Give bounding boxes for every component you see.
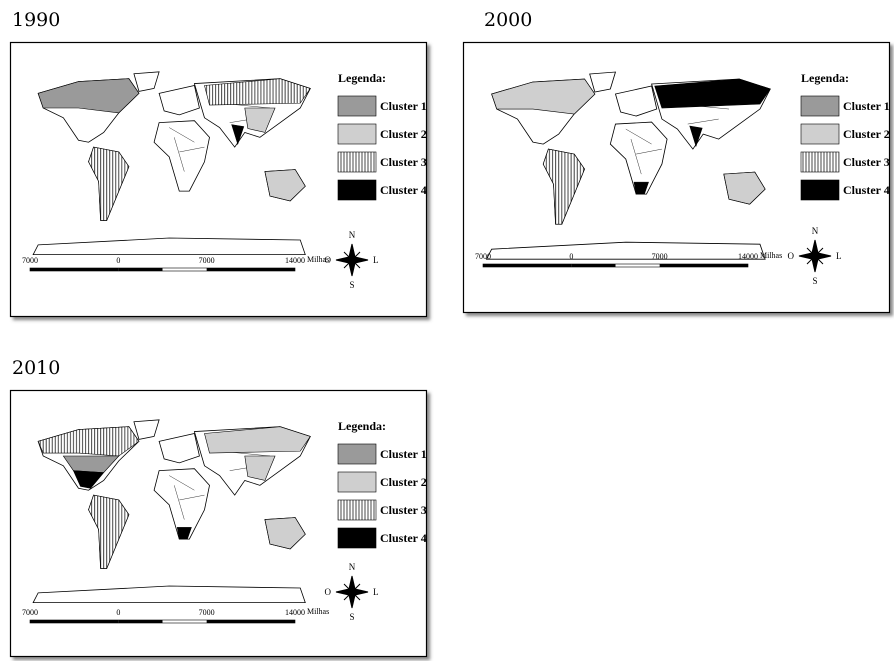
compass-letter: N (349, 230, 356, 240)
legend-label: Cluster 2 (843, 127, 890, 141)
compass-letter: S (812, 276, 817, 286)
panel-year: 1990 (12, 9, 60, 31)
legend-label: Cluster 1 (380, 99, 427, 113)
scale-segment (118, 268, 162, 271)
compass-letter: N (349, 562, 356, 572)
scale-label: 7000 (199, 608, 215, 617)
legend-label: Cluster 3 (380, 503, 427, 517)
scale-label: 0 (116, 608, 120, 617)
figure: 1990 2000 2010 Legenda: Cluster 1 Cluster … (0, 0, 894, 661)
legend-label: Cluster 3 (843, 155, 890, 169)
compass-letter: N (812, 226, 819, 236)
scale-label: 7000 (22, 256, 38, 265)
legend-swatch (338, 124, 376, 144)
scale-label: 0 (116, 256, 120, 265)
scale-segment (118, 620, 162, 623)
compass-letter: O (788, 251, 795, 261)
scale-label: 14000 (285, 608, 305, 617)
legend-swatch (801, 124, 839, 144)
legend-swatch (801, 152, 839, 172)
legend-title: Legenda: (801, 71, 849, 85)
compass-letter: S (349, 280, 354, 290)
scale-label: 14000 (285, 256, 305, 265)
map-panel: Legenda: Cluster 1 Cluster 2 Cluster 3 Clust… (11, 391, 427, 657)
compass-letter: L (373, 255, 379, 265)
legend-label: Cluster 1 (380, 447, 427, 461)
scale-label: 0 (569, 252, 573, 261)
legend-label: Cluster 2 (380, 475, 427, 489)
compass-letter: L (373, 587, 379, 597)
legend-title: Legenda: (338, 71, 386, 85)
compass-letter: S (349, 612, 354, 622)
legend-label: Cluster 4 (380, 531, 427, 545)
legend-swatch (801, 96, 839, 116)
legend-swatch (338, 180, 376, 200)
legend-label: Cluster 4 (380, 183, 427, 197)
compass-letter: O (325, 587, 332, 597)
scale-label: 14000 (738, 252, 758, 261)
legend-label: Cluster 2 (380, 127, 427, 141)
scale-unit: Milhas (760, 251, 782, 260)
scale-segment (483, 264, 571, 267)
legend-swatch (338, 96, 376, 116)
scale-label: 7000 (22, 608, 38, 617)
legend-label: Cluster 4 (843, 183, 890, 197)
scale-segment (207, 620, 295, 623)
legend-label: Cluster 3 (380, 155, 427, 169)
scale-label: 7000 (652, 252, 668, 261)
scale-segment (207, 268, 295, 271)
legend-swatch (338, 528, 376, 548)
legend-swatch (338, 152, 376, 172)
scale-unit: Milhas (307, 607, 329, 616)
map-panel: Legenda: Cluster 1 Cluster 2 Cluster 3 Clust… (464, 43, 890, 313)
legend-label: Cluster 1 (843, 99, 890, 113)
scale-segment (660, 264, 748, 267)
scale-segment (571, 264, 615, 267)
scale-label: 7000 (475, 252, 491, 261)
legend-swatch (338, 472, 376, 492)
map-panel: Legenda: Cluster 1 Cluster 2 Cluster 3 Clust… (11, 43, 427, 317)
legend-swatch (338, 444, 376, 464)
panel-year: 2000 (484, 9, 532, 31)
panel-year: 2010 (12, 357, 60, 379)
compass-letter: L (836, 251, 842, 261)
legend-title: Legenda: (338, 419, 386, 433)
compass-letter: O (325, 255, 332, 265)
scale-label: 7000 (199, 256, 215, 265)
legend-swatch (801, 180, 839, 200)
scale-segment (30, 268, 118, 271)
legend-swatch (338, 500, 376, 520)
scale-segment (30, 620, 118, 623)
